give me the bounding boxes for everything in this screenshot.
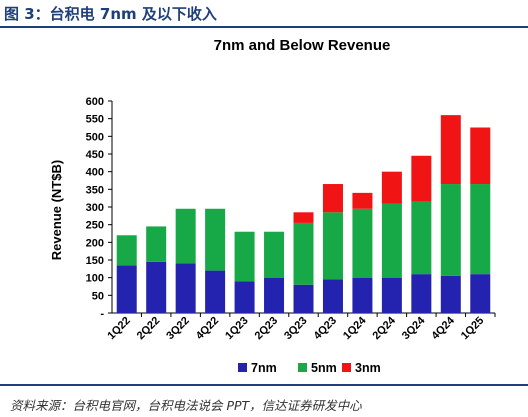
bar-7nm-2Q22 — [146, 261, 167, 313]
bar-5nm-1Q23 — [234, 231, 255, 282]
x-tick-label-2Q22: 2Q22 — [135, 315, 163, 343]
bar-7nm-4Q22 — [205, 270, 226, 313]
x-tick-label-1Q23: 1Q23 — [223, 315, 251, 343]
y-tick-label: 550 — [86, 114, 104, 126]
bar-5nm-1Q22 — [116, 235, 137, 266]
figure-header: 图 3：台积电 7nm 及以下收入 — [0, 0, 528, 28]
bar-7nm-3Q23 — [293, 284, 314, 313]
y-tick-label: 200 — [86, 237, 104, 249]
legend-label-3nm: 3nm — [355, 361, 381, 375]
figure-source: 资料来源：台积电官网，台积电法说会 PPT，信达证券研发中心 — [10, 398, 362, 413]
y-tick-label: 450 — [86, 149, 104, 161]
bar-7nm-1Q22 — [116, 265, 137, 313]
bar-7nm-1Q23 — [234, 281, 255, 313]
y-tick-label: 300 — [86, 202, 104, 214]
bar-7nm-1Q25 — [470, 274, 491, 313]
legend: 7nm 5nm 3nm — [238, 361, 381, 375]
x-tick-label-1Q24: 1Q24 — [341, 314, 369, 342]
bar-5nm-3Q22 — [175, 208, 196, 264]
bar-3nm-4Q24 — [440, 115, 461, 185]
bar-7nm-1Q24 — [352, 277, 373, 313]
y-tick-label: 500 — [86, 131, 104, 143]
bar-7nm-2Q23 — [264, 277, 285, 313]
bar-3nm-3Q23 — [293, 212, 314, 223]
plot-area: - 50 100 150 200 250 300 350 400 450 500 550 600 1Q22… — [86, 96, 496, 343]
bar-5nm-3Q23 — [293, 222, 314, 285]
bar-5nm-1Q24 — [352, 208, 373, 278]
x-tick-label-4Q24: 4Q24 — [429, 314, 457, 342]
bar-7nm-3Q22 — [175, 263, 196, 313]
bar-3nm-3Q24 — [411, 155, 432, 202]
x-tick-label-1Q22: 1Q22 — [105, 315, 133, 343]
x-tick-label-3Q23: 3Q23 — [282, 315, 310, 343]
legend-swatch-3nm — [342, 363, 351, 372]
legend-label-5nm: 5nm — [311, 361, 337, 375]
figure-footer: 资料来源：台积电官网，台积电法说会 PPT，信达证券研发中心 — [0, 384, 528, 417]
bar-5nm-3Q24 — [411, 201, 432, 275]
legend-label-7nm: 7nm — [251, 361, 277, 375]
bar-3nm-1Q24 — [352, 192, 373, 209]
y-tick-label: 100 — [86, 273, 104, 285]
bar-5nm-2Q22 — [146, 226, 167, 262]
bar-7nm-2Q24 — [381, 277, 402, 313]
legend-swatch-7nm — [238, 363, 247, 372]
bar-3nm-4Q23 — [322, 184, 343, 213]
x-tick-label-2Q24: 2Q24 — [370, 314, 398, 342]
y-tick-label: 350 — [86, 184, 104, 196]
figure-label: 图 3：台积电 7nm 及以下收入 — [4, 5, 217, 23]
bar-5nm-1Q25 — [470, 184, 491, 275]
y-tick-label: 600 — [86, 96, 104, 108]
legend-swatch-5nm — [298, 363, 307, 372]
x-tick-label-4Q22: 4Q22 — [194, 315, 222, 343]
bar-5nm-4Q22 — [205, 208, 226, 271]
bar-5nm-4Q24 — [440, 184, 461, 276]
bar-3nm-2Q24 — [381, 171, 402, 204]
y-tick-label: - — [100, 308, 104, 320]
chart-title: 7nm and Below Revenue — [214, 37, 391, 54]
x-tick-label-2Q23: 2Q23 — [253, 315, 281, 343]
x-tick-label-3Q24: 3Q24 — [400, 314, 428, 342]
bar-5nm-4Q23 — [322, 212, 343, 280]
y-tick-label: 150 — [86, 255, 104, 267]
y-tick-label: 50 — [92, 290, 104, 302]
bar-5nm-2Q24 — [381, 203, 402, 278]
y-tick-label: 250 — [86, 220, 104, 232]
bar-5nm-2Q23 — [264, 231, 285, 278]
bar-7nm-4Q23 — [322, 279, 343, 313]
revenue-bar-chart: 7nm and Below Revenue Revenue (NT$B) - 50… — [49, 37, 496, 375]
x-tick-label-3Q22: 3Q22 — [164, 315, 192, 343]
bar-3nm-1Q25 — [470, 127, 491, 185]
y-axis-title: Revenue (NT$B) — [49, 160, 64, 260]
bar-7nm-3Q24 — [411, 274, 432, 313]
x-tick-label-1Q25: 1Q25 — [459, 315, 487, 343]
bar-7nm-4Q24 — [440, 275, 461, 313]
x-tick-label-4Q23: 4Q23 — [312, 315, 340, 343]
y-tick-label: 400 — [86, 167, 104, 179]
